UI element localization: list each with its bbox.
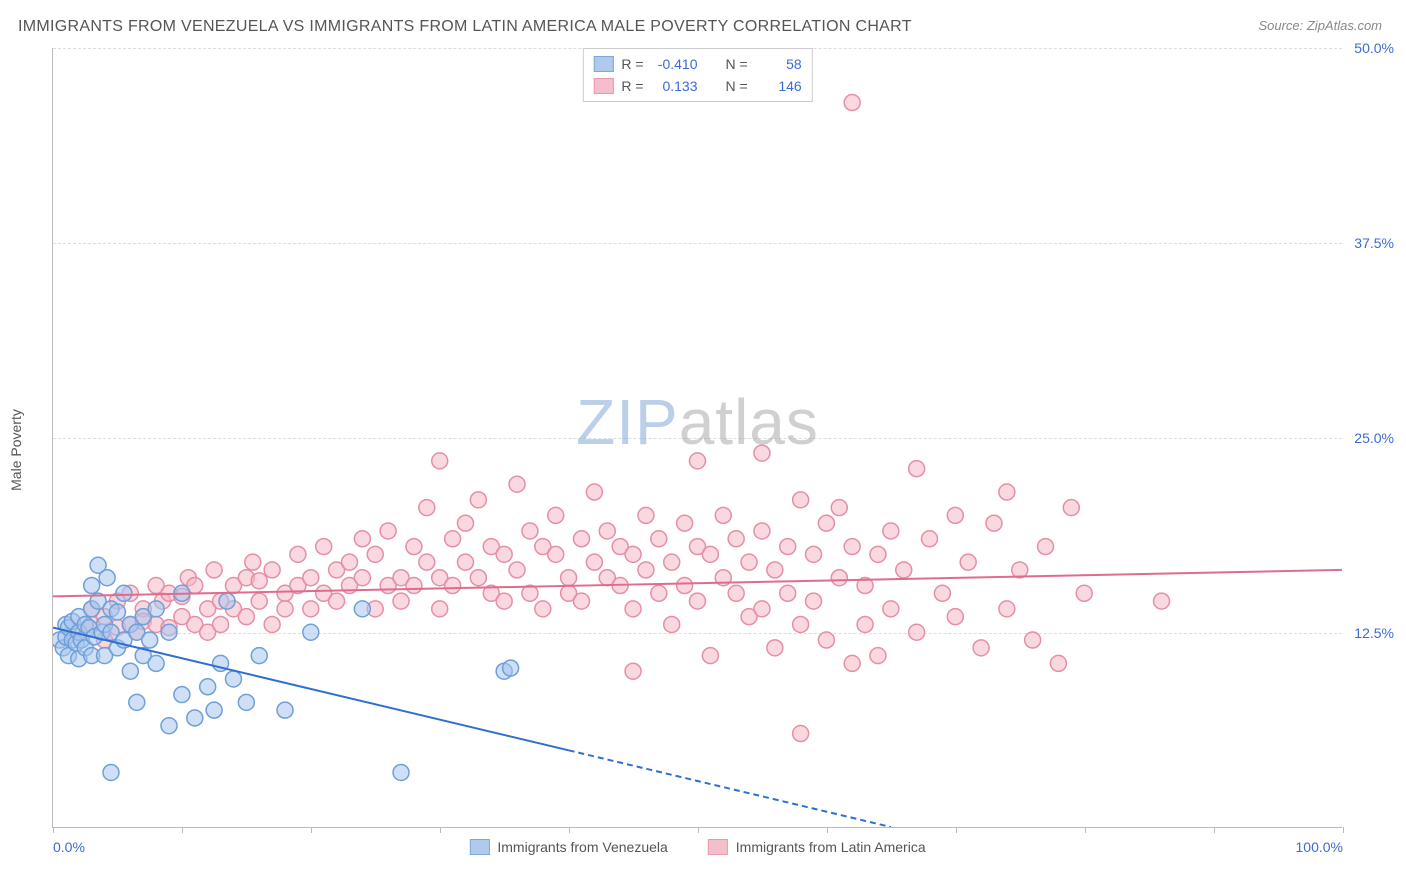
x-tick <box>440 827 441 833</box>
chart-area: ZIPatlas R = -0.410 N = 58 R = 0.133 N =… <box>52 48 1342 828</box>
y-axis-label: Male Poverty <box>8 409 24 491</box>
swatch-venezuela <box>593 56 613 72</box>
correlation-legend: R = -0.410 N = 58 R = 0.133 N = 146 <box>582 48 812 102</box>
r-label: R = <box>621 53 643 75</box>
n-label-2: N = <box>726 75 748 97</box>
x-tick <box>827 827 828 833</box>
x-tick <box>53 827 54 833</box>
x-tick <box>569 827 570 833</box>
swatch-venezuela-bottom <box>469 839 489 855</box>
x-tick-label: 100.0% <box>1296 839 1343 855</box>
legend-row-venezuela: R = -0.410 N = 58 <box>593 53 801 75</box>
n-value-venezuela: 58 <box>756 53 802 75</box>
r-label-2: R = <box>621 75 643 97</box>
x-tick <box>1214 827 1215 833</box>
x-tick-label: 0.0% <box>53 839 85 855</box>
x-tick <box>1343 827 1344 833</box>
scatter-plot <box>53 48 1342 827</box>
x-tick <box>311 827 312 833</box>
x-tick <box>1085 827 1086 833</box>
series-label-latam: Immigrants from Latin America <box>736 839 926 855</box>
y-tick-label: 25.0% <box>1348 430 1394 446</box>
y-tick-label: 37.5% <box>1348 235 1394 251</box>
legend-item-venezuela: Immigrants from Venezuela <box>469 839 667 855</box>
r-value-venezuela: -0.410 <box>652 53 698 75</box>
swatch-latam-bottom <box>708 839 728 855</box>
series-label-venezuela: Immigrants from Venezuela <box>497 839 667 855</box>
series-legend: Immigrants from Venezuela Immigrants fro… <box>469 839 925 855</box>
x-tick <box>956 827 957 833</box>
legend-row-latam: R = 0.133 N = 146 <box>593 75 801 97</box>
x-tick <box>698 827 699 833</box>
y-tick-label: 50.0% <box>1348 40 1394 56</box>
swatch-latam <box>593 78 613 94</box>
source-attribution: Source: ZipAtlas.com <box>1258 18 1382 33</box>
x-tick <box>182 827 183 833</box>
y-tick-label: 12.5% <box>1348 625 1394 641</box>
r-value-latam: 0.133 <box>652 75 698 97</box>
chart-title: IMMIGRANTS FROM VENEZUELA VS IMMIGRANTS … <box>18 18 912 36</box>
n-value-latam: 146 <box>756 75 802 97</box>
n-label: N = <box>726 53 748 75</box>
legend-item-latam: Immigrants from Latin America <box>708 839 926 855</box>
